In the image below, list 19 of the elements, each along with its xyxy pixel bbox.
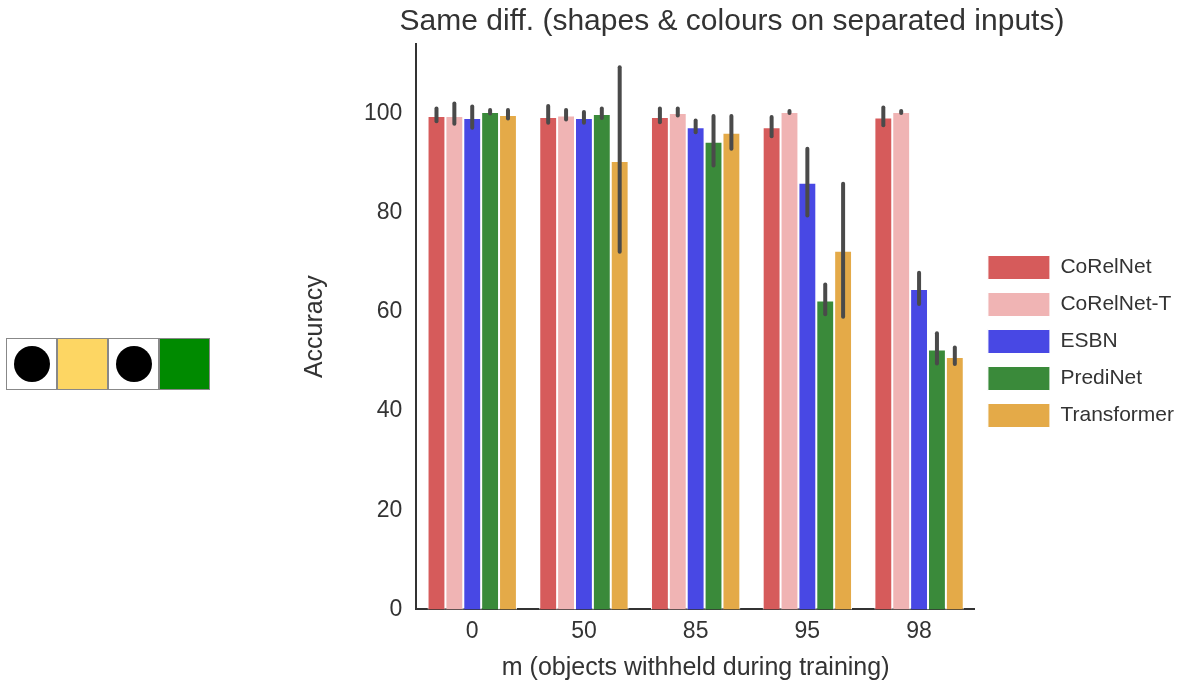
y-tick-label: 80 xyxy=(376,197,403,224)
legend-label: Transformer xyxy=(1060,402,1175,426)
y-tick-label: 20 xyxy=(376,495,403,522)
x-axis-title: m (objects withheld during training) xyxy=(501,651,890,680)
legend-label: CoRelNet-T xyxy=(1060,291,1172,315)
y-tick-label: 0 xyxy=(389,594,403,621)
y-tick-label: 40 xyxy=(376,396,403,423)
x-tick-label: 85 xyxy=(682,616,709,643)
y-tick-label: 60 xyxy=(376,297,403,324)
x-tick-label: 95 xyxy=(794,616,821,643)
x-tick-label: 98 xyxy=(906,616,932,643)
legend-label: PrediNet xyxy=(1060,365,1143,389)
chart-title: Same diff. (shapes & colours on separated inputs) xyxy=(399,3,1065,37)
x-tick-label: 50 xyxy=(571,616,597,643)
legend-label: ESBN xyxy=(1060,328,1118,352)
x-tick-label: 0 xyxy=(465,616,479,643)
legend-label: CoRelNet xyxy=(1060,254,1152,278)
y-tick-label: 100 xyxy=(364,98,403,125)
y-axis-title: Accuracy xyxy=(298,274,327,379)
